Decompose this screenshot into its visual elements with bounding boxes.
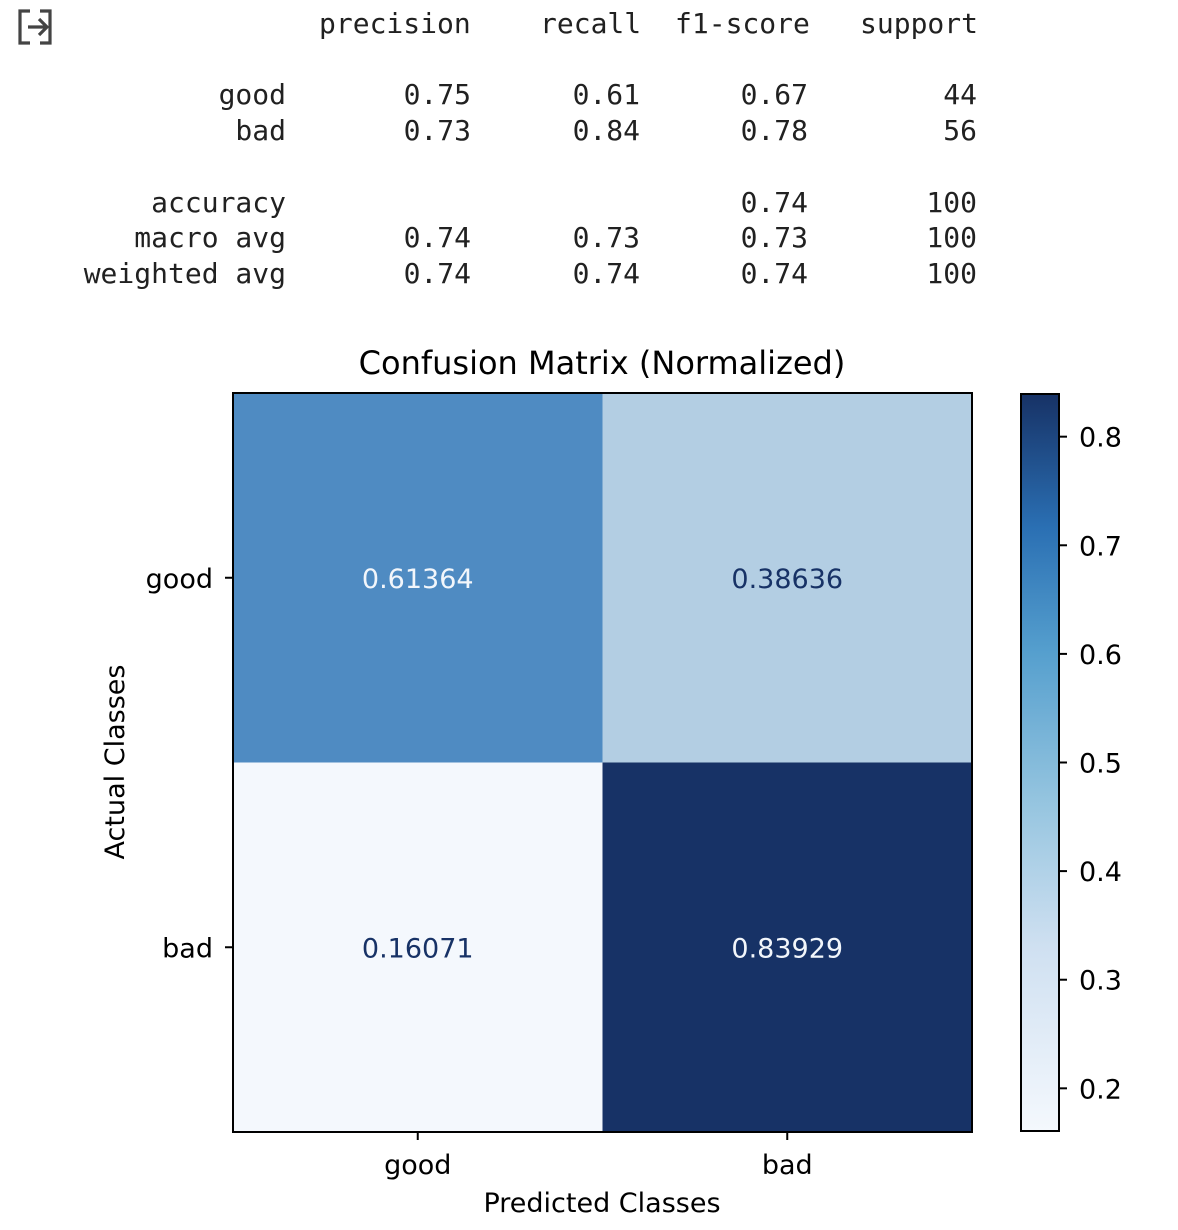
- report-header-precision: precision: [319, 7, 471, 40]
- report-cell: 100: [926, 186, 977, 219]
- matrix-cell: [233, 762, 603, 1132]
- matrix-cell: [233, 393, 603, 763]
- report-cell: 0.74: [403, 257, 471, 290]
- confusion-matrix-chart: Confusion Matrix (Normalized) 0.61364 0.3…: [100, 344, 1122, 1219]
- report-cell: 0.74: [572, 257, 640, 290]
- colorbar-tick-label: 0.4: [1079, 857, 1122, 888]
- report-cell: 0.78: [740, 114, 808, 147]
- cell-value-label: 0.61364: [362, 564, 474, 595]
- colorbar-tick-label: 0.5: [1079, 749, 1122, 780]
- report-cell: 0.74: [403, 221, 471, 254]
- colorbar-tick-label: 0.8: [1079, 423, 1122, 454]
- report-header-f1-score: f1-score: [675, 7, 810, 40]
- report-cell: 0.61: [572, 78, 640, 111]
- colorbar-tick-label: 0.7: [1079, 531, 1122, 562]
- report-cell: 100: [926, 221, 977, 254]
- colorbar-tick-label: 0.2: [1079, 1074, 1122, 1105]
- report-cell: 56: [943, 114, 977, 147]
- report-cell: 44: [943, 78, 977, 111]
- report-cell: 100: [926, 257, 977, 290]
- colorbar-tick-label: 0.6: [1079, 640, 1122, 671]
- y-tick-label: good: [146, 564, 213, 595]
- colorbar-tick-label: 0.3: [1079, 966, 1122, 997]
- y-axis-label: Actual Classes: [100, 665, 131, 860]
- report-header-support: support: [860, 7, 979, 40]
- report-cell: 0.73: [403, 114, 471, 147]
- report-cell: 0.75: [403, 78, 471, 111]
- x-tick-label: good: [384, 1150, 451, 1181]
- report-row-label: accuracy: [151, 186, 286, 219]
- report-row-label: bad: [235, 114, 286, 147]
- cell-value-label: 0.83929: [731, 933, 843, 964]
- report-row-label: weighted avg: [83, 257, 286, 290]
- report-header-recall: recall: [540, 7, 642, 40]
- y-tick-label: bad: [162, 933, 213, 964]
- cell-value-label: 0.38636: [731, 564, 843, 595]
- matrix-frame: [232, 392, 973, 1133]
- report-row-label: good: [218, 78, 286, 111]
- report-row-label: macro avg: [134, 221, 286, 254]
- report-cell: 0.74: [740, 186, 808, 219]
- matrix-cell: [602, 762, 972, 1132]
- report-cell: 0.84: [572, 114, 640, 147]
- report-cell: 0.73: [740, 221, 808, 254]
- report-cell: 0.74: [740, 257, 808, 290]
- x-tick-label: bad: [762, 1150, 813, 1181]
- chart-title: Confusion Matrix (Normalized): [359, 344, 846, 382]
- report-cell: 0.73: [572, 221, 640, 254]
- report-cell: 0.67: [740, 78, 808, 111]
- classification-report: precision recall f1-score support good 0…: [0, 0, 1178, 300]
- cell-value-label: 0.16071: [362, 933, 474, 964]
- colorbar: [1020, 393, 1060, 1132]
- x-axis-label: Predicted Classes: [483, 1188, 720, 1219]
- matrix-cell: [602, 393, 972, 763]
- output-redirect-icon[interactable]: [16, 8, 54, 46]
